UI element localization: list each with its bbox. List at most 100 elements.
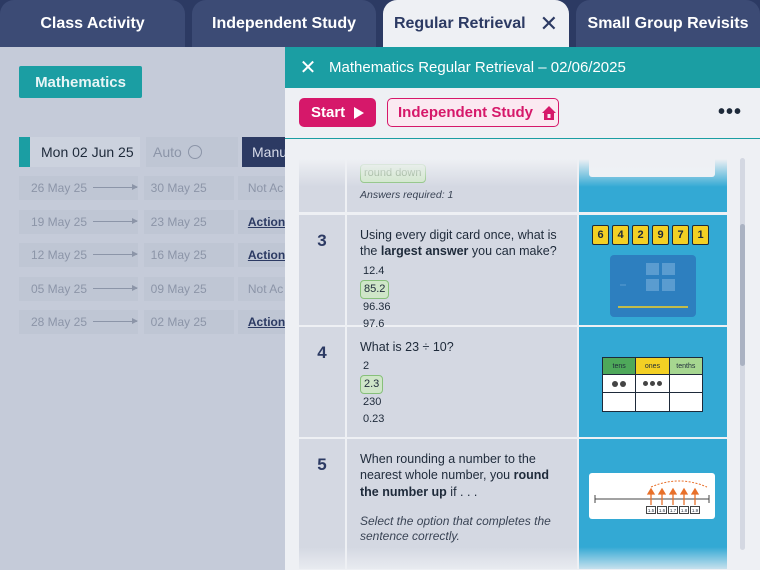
prompt-end: if . . . [446, 484, 478, 499]
more-options-icon[interactable]: ••• [717, 101, 742, 123]
week-from: 05 May 25 [31, 282, 88, 296]
pv-counters [603, 375, 637, 392]
week-from: 12 May 25 [31, 248, 88, 262]
tab-class-activity[interactable]: Class Activity [0, 0, 185, 47]
week-to: 09 May 25 [150, 282, 207, 296]
question-row: 5 When rounding a number to the nearest … [299, 439, 729, 569]
pv-empty-cell [670, 375, 702, 392]
answer-options: round down [360, 164, 565, 184]
prompt-bold: largest answer [380, 244, 469, 259]
tab-bar: Class Activity Independent Study Regular… [0, 0, 760, 47]
image-card [589, 159, 715, 177]
current-week-label: Mon 02 Jun 25 [41, 144, 134, 160]
week-to: 02 May 25 [150, 315, 207, 329]
tab-independent-study[interactable]: Independent Study [192, 0, 376, 47]
question-number: 3 [299, 215, 345, 325]
week-from: 26 May 25 [31, 181, 88, 195]
digit-cards: 6 4 2 9 7 1 [592, 225, 709, 245]
auto-label: Auto [153, 144, 182, 160]
question-number: 4 [299, 327, 345, 437]
question-image [579, 159, 727, 212]
question-instruction: Select the option that completes the sen… [360, 513, 551, 544]
tab-small-group-revisits[interactable]: Small Group Revisits [576, 0, 760, 47]
week-action-link[interactable]: Action [237, 210, 287, 234]
week-row: 12 May 25 16 May 25 Action [19, 243, 287, 267]
independent-study-label: Independent Study [398, 104, 533, 121]
answer-options: 2 2.3 230 0.23 [360, 358, 565, 428]
number-line-label: 1.6 [657, 506, 667, 514]
arrow-right-icon [93, 184, 138, 190]
question-image: tens ones tenths [579, 327, 727, 437]
prompt-start: When rounding a number to the nearest wh… [360, 452, 536, 483]
independent-study-button[interactable]: Independent Study [387, 98, 559, 127]
week-from: 28 May 25 [31, 315, 88, 329]
week-row: 19 May 25 23 May 25 Action [19, 210, 287, 234]
answer-option-correct: 2.3 [360, 375, 384, 395]
digit-card: 4 [612, 225, 629, 245]
question-text: Using every digit card once, what is the… [347, 215, 577, 330]
number-line-labels: 1.5 1.6 1.7 1.8 1.9 [646, 506, 700, 514]
week-to: 23 May 25 [150, 215, 207, 229]
answer-option: 97.6 [363, 317, 385, 330]
digit-grid-board [610, 255, 696, 317]
prompt-start: Using every digit card once, what is the [360, 228, 557, 259]
answer-options: 12.4 85.2 96.36 97.6 [360, 263, 565, 333]
pv-header-tenths: tenths [669, 358, 702, 374]
arrow-right-icon [93, 285, 138, 291]
week-action-link[interactable]: Action [237, 243, 287, 267]
answer-option-correct: round down [360, 164, 426, 184]
answer-option-correct: 85.2 [360, 279, 390, 299]
question-row: 4 What is 23 ÷ 10? 2 2.3 230 0.23 tens o… [299, 327, 729, 437]
answer-option: 12.4 [363, 264, 385, 277]
manual-label: Manu [252, 144, 288, 160]
pv-counters [636, 375, 670, 392]
prompt-end: you can make? [468, 244, 557, 259]
panel-header: ✕ Mathematics Regular Retrieval – 02/06/… [285, 47, 760, 88]
tab-regular-retrieval[interactable]: Regular Retrieval ✕ [383, 0, 569, 47]
tab-close-icon[interactable]: ✕ [539, 10, 559, 36]
answer-option: 2 [363, 360, 370, 373]
tab-label: Small Group Revisits [587, 14, 749, 32]
question-text: round down Answers required: 1 [347, 159, 577, 212]
number-line-diagram [594, 480, 710, 505]
home-icon [542, 105, 556, 120]
prompt-bold: round the number up [360, 468, 549, 499]
question-row: round down Answers required: 1 [299, 159, 729, 212]
panel-close-icon[interactable]: ✕ [299, 56, 317, 79]
question-number [299, 159, 345, 212]
answer-option: 230 [363, 396, 382, 409]
week-status: Not Ac [237, 277, 287, 301]
panel-toolbar: Start Independent Study ••• [285, 88, 760, 139]
question-prompt: Using every digit card once, what is the… [360, 227, 565, 260]
number-line-label: 1.9 [690, 506, 700, 514]
question-row: 3 Using every digit card once, what is t… [299, 215, 729, 330]
subject-chip[interactable]: Mathematics [19, 66, 142, 98]
current-week[interactable]: Mon 02 Jun 25 [19, 137, 140, 167]
week-from: 19 May 25 [31, 215, 88, 229]
arrow-right-icon [93, 251, 138, 257]
digit-card: 2 [632, 225, 649, 245]
arrow-right-icon [93, 318, 138, 324]
week-to: 16 May 25 [150, 248, 207, 262]
week-row: 26 May 25 30 May 25 Not Ac [19, 176, 287, 200]
pv-header-tens: tens [603, 358, 637, 374]
tab-label: Independent Study [212, 14, 356, 32]
answers-required-note: Answers required: 1 [360, 189, 454, 202]
retrieval-panel: ✕ Mathematics Regular Retrieval – 02/06/… [285, 47, 760, 570]
answer-option: 0.23 [363, 413, 385, 426]
scrollbar-thumb[interactable] [740, 224, 745, 366]
question-image: 6 4 2 9 7 1 [579, 215, 727, 325]
question-prompt: What is 23 ÷ 10? [360, 340, 454, 354]
question-image: 1.5 1.6 1.7 1.8 1.9 [579, 439, 727, 569]
question-list: round down Answers required: 1 3 Using e… [299, 159, 729, 569]
week-row: 28 May 25 02 May 25 Action [19, 310, 287, 334]
start-button[interactable]: Start [299, 98, 376, 127]
auto-refresh-icon [187, 145, 202, 159]
digit-card: 1 [692, 225, 709, 245]
digit-card: 7 [672, 225, 689, 245]
answer-option: 96.36 [363, 300, 391, 313]
tab-label: Class Activity [40, 14, 145, 32]
current-week-marker [19, 137, 30, 167]
auto-toggle[interactable]: Auto [146, 137, 238, 167]
week-action-link[interactable]: Action [237, 310, 287, 334]
